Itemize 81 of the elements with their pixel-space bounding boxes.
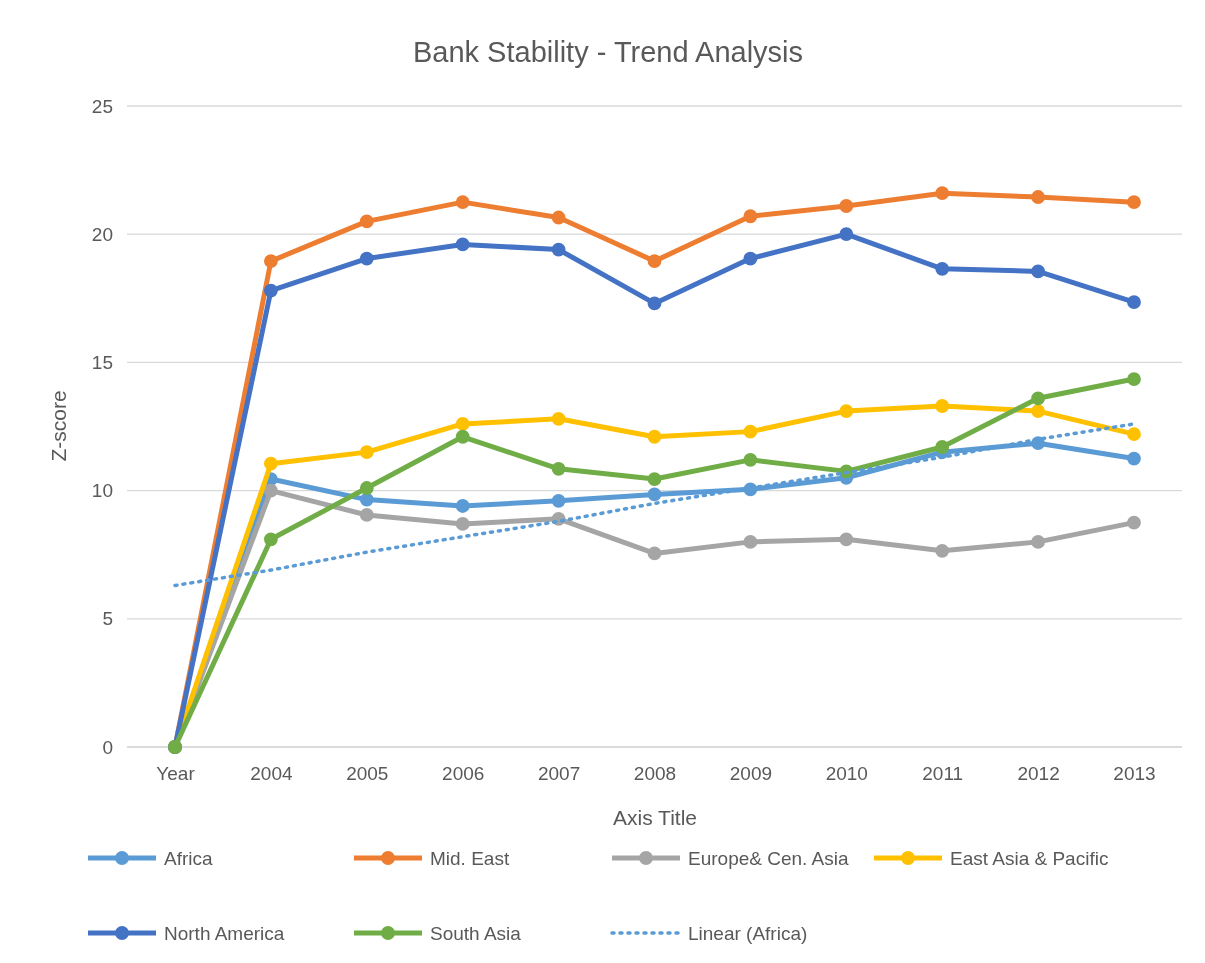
x-tick-label: 2007 [537,763,581,785]
x-tick-label: 2012 [1017,763,1060,785]
point [1031,264,1046,279]
x-tick-label: 2013 [1113,763,1156,785]
y-tick-label: 0 [102,736,113,758]
point [935,399,950,413]
point [1127,515,1141,530]
point [455,517,470,531]
legend-label: Europe& Cen. Asia [688,848,849,869]
point [839,199,854,213]
point [1127,372,1141,386]
point [455,237,470,252]
point [359,214,374,229]
legend-label: East Asia & Pacific [950,848,1109,869]
point [1031,391,1046,406]
point [743,452,758,467]
point [1127,427,1141,442]
point [455,195,470,210]
point [935,440,950,454]
x-tick-label: 2008 [633,763,677,785]
point [743,209,758,224]
point [359,508,374,522]
point [839,404,854,419]
x-tick-label: 2004 [250,763,293,785]
point [935,261,950,276]
point [455,417,470,431]
point [743,534,758,549]
x-tick-label: 2005 [346,763,389,785]
point [647,546,662,561]
x-axis-title: Axis Title [612,806,698,829]
point [551,493,566,508]
point [551,210,566,225]
x-tick-label: Year [156,763,196,785]
point [935,543,950,558]
legend-label: South Asia [430,923,522,944]
point [359,445,374,460]
point [647,487,662,502]
point [359,251,374,266]
point [1031,404,1046,419]
point [935,186,950,201]
point [551,461,566,476]
point [263,283,278,298]
y-axis-title: Z-score [47,390,70,462]
point [1031,534,1046,549]
point [455,499,470,513]
x-tick-label: 2011 [922,763,964,785]
point [263,254,278,269]
point [1127,195,1141,210]
point [647,296,662,311]
line-series [173,422,1136,588]
point [263,483,278,498]
y-tick-label: 5 [102,608,113,630]
point [455,429,470,444]
legend-label: North America [164,923,285,944]
point [743,424,758,439]
y-tick-label: 15 [91,351,113,373]
point [647,429,662,444]
y-tick-label: 25 [91,95,113,117]
point [551,242,566,257]
x-tick-label: 2009 [729,763,773,785]
x-tick-label: 2010 [825,763,868,785]
point [647,472,662,486]
point [743,251,758,266]
point [1127,451,1141,466]
point [359,481,374,495]
point [839,227,854,242]
point [359,492,374,507]
point [263,456,278,471]
y-tick-label: 20 [91,223,113,245]
x-tick-label: 2006 [442,763,485,785]
legend-label: Africa [164,848,213,869]
legend-label: Linear (Africa) [688,923,808,944]
point [551,411,566,426]
point [1031,190,1046,204]
point [839,532,854,547]
chart-title: Bank Stability - Trend Analysis [412,36,804,68]
y-tick-label: 10 [91,480,113,502]
point [1127,295,1141,310]
point [647,254,662,269]
legend-label: Mid. East [430,848,510,869]
point [263,532,278,547]
